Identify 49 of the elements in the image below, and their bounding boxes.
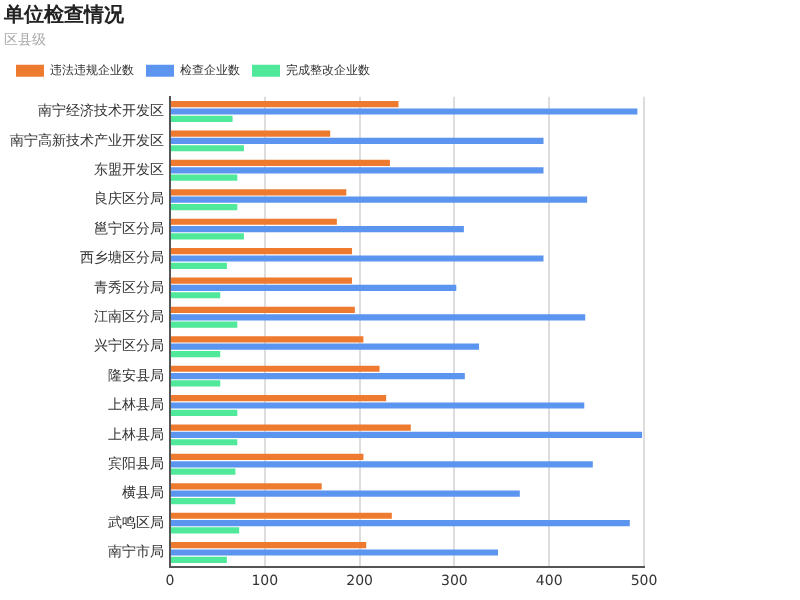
bar — [171, 490, 520, 497]
bar — [171, 137, 544, 145]
bar — [171, 225, 464, 233]
bar — [171, 350, 221, 358]
bar — [171, 277, 353, 284]
bar — [171, 431, 643, 439]
bar — [171, 527, 240, 534]
bar — [171, 248, 353, 255]
bar — [171, 167, 544, 174]
bar — [171, 255, 544, 262]
bar — [171, 497, 236, 505]
bar — [171, 233, 244, 240]
bar — [171, 292, 221, 299]
bar — [171, 284, 457, 292]
bar — [171, 402, 585, 409]
bar — [171, 549, 499, 556]
bar — [171, 483, 322, 490]
bar — [171, 306, 355, 314]
bar — [171, 395, 387, 402]
bar — [171, 409, 238, 416]
bar — [171, 365, 380, 372]
bar — [171, 130, 331, 137]
bar — [171, 468, 236, 475]
chart-title: 单位检查情况 — [2, 3, 126, 28]
bar — [171, 343, 480, 350]
bar — [171, 101, 399, 108]
bar — [171, 108, 638, 115]
bar — [171, 542, 367, 549]
bar — [171, 512, 392, 519]
bar — [171, 189, 347, 196]
bar — [171, 196, 588, 203]
bar — [171, 424, 411, 431]
bar — [171, 372, 465, 380]
bar — [171, 159, 390, 167]
bar — [171, 174, 238, 181]
bar — [171, 145, 244, 152]
bar — [171, 453, 364, 461]
bar — [171, 314, 586, 321]
bar — [171, 439, 238, 446]
bar — [171, 336, 364, 343]
bar — [171, 380, 221, 387]
bar — [171, 321, 238, 328]
bar — [171, 203, 238, 211]
bar — [171, 519, 630, 527]
bar — [171, 262, 227, 269]
bar — [171, 115, 233, 122]
bar — [171, 461, 593, 468]
bar — [171, 218, 337, 225]
bar — [171, 556, 227, 563]
